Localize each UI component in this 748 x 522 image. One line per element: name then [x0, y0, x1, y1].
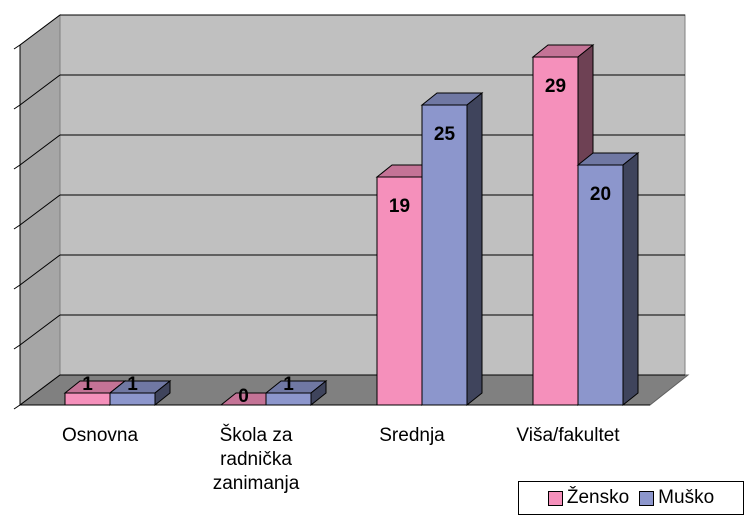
legend-swatch	[547, 490, 563, 506]
legend-item: Žensko	[547, 487, 630, 509]
x-tick-label: Srednja	[379, 425, 445, 446]
bar-group	[264, 379, 328, 407]
bar-side	[466, 91, 483, 407]
legend: Žensko Muško	[518, 481, 744, 515]
tick-mark	[13, 224, 21, 230]
data-label: 29	[545, 76, 566, 97]
bar-side	[622, 151, 639, 407]
data-label: 1	[283, 374, 294, 395]
bar-group	[420, 91, 484, 407]
grid-line	[19, 254, 61, 286]
bar	[577, 164, 624, 406]
bar	[532, 56, 579, 406]
tick-mark	[13, 164, 21, 170]
bar	[265, 392, 312, 406]
tick-mark	[13, 284, 21, 290]
bar	[376, 176, 423, 406]
tick-mark	[13, 404, 21, 410]
legend-label: Muško	[658, 487, 715, 508]
legend-swatch	[639, 490, 655, 506]
data-label: 19	[389, 196, 410, 217]
x-tick-label: Viša/fakultet	[516, 425, 620, 446]
tick-mark	[13, 104, 21, 110]
legend-label: Žensko	[566, 487, 630, 508]
bar	[421, 104, 468, 406]
grid-line	[19, 74, 61, 106]
data-label: 1	[127, 374, 138, 395]
legend-item: Muško	[639, 487, 714, 509]
data-label: 1	[82, 374, 93, 395]
tick-mark	[13, 344, 21, 350]
grid-line	[19, 14, 61, 46]
bar	[109, 392, 156, 406]
grid-line	[19, 314, 61, 346]
data-label: 0	[238, 386, 249, 407]
grid-line	[19, 194, 61, 226]
bar-group	[576, 151, 640, 407]
grid-line	[19, 134, 61, 166]
tick-mark	[13, 44, 21, 50]
grid-line	[19, 374, 61, 406]
data-label: 25	[434, 124, 456, 145]
bar-group	[108, 379, 172, 407]
data-label: 20	[590, 184, 611, 205]
x-tick-label: Osnovna	[61, 425, 139, 446]
x-tick-label: Škola za radnička zanimanja	[212, 425, 300, 494]
